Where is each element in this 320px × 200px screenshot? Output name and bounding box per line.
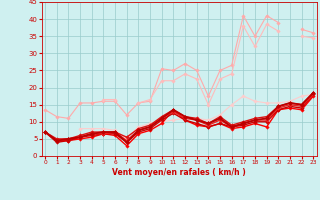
X-axis label: Vent moyen/en rafales ( km/h ): Vent moyen/en rafales ( km/h ) <box>112 168 246 177</box>
